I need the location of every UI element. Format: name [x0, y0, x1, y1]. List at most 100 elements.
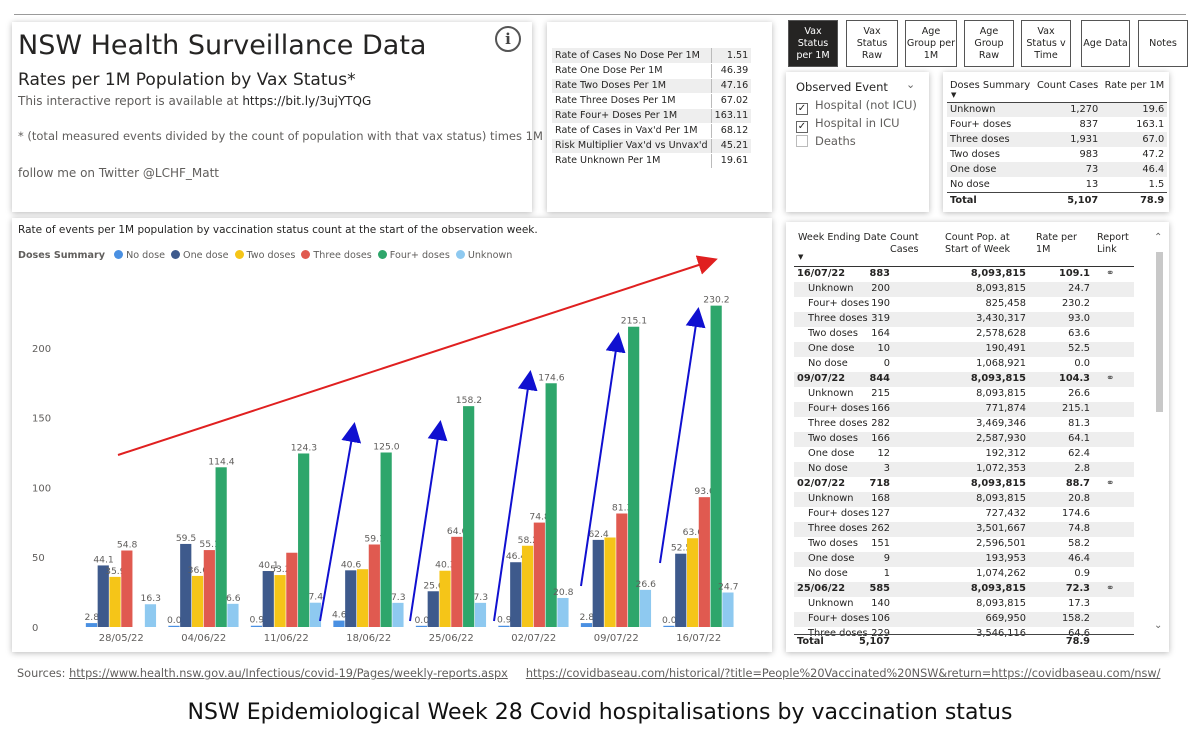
x-tick-label: 02/07/22	[511, 633, 556, 644]
week-rate: 109.1	[1059, 268, 1090, 279]
rate-label: Rate Three Doses Per 1M	[552, 93, 712, 109]
week-label: Three doses	[808, 628, 868, 639]
bar	[710, 305, 722, 627]
dose-rate: 47.2	[1142, 149, 1165, 160]
col-count-cases[interactable]: Count Cases	[1036, 80, 1099, 91]
col-count-cases[interactable]: Count Cases	[890, 232, 919, 255]
rates-summary-table: Rate of Cases No Dose Per 1M 1.51 Rate One…	[552, 48, 752, 169]
rates-row: Rate Unknown Per 1M 19.61	[552, 153, 752, 169]
tab-notes[interactable]: Notes	[1138, 20, 1188, 67]
col-week-ending[interactable]: Week Ending Date	[798, 232, 887, 243]
dose-rate: 1.5	[1148, 178, 1165, 190]
bar	[85, 623, 98, 627]
tab-vax-status-per-1m[interactable]: Vax Status per 1M	[788, 20, 838, 67]
report-availability: This interactive report is available at …	[18, 94, 371, 108]
report-text: This interactive report is available at	[18, 94, 243, 108]
bar	[250, 625, 263, 627]
checkbox[interactable]: ✓	[796, 103, 808, 115]
tab-age-data[interactable]: Age Data	[1081, 20, 1130, 67]
legend-item[interactable]: One dose	[171, 250, 229, 261]
y-tick-label: 100	[32, 483, 51, 494]
table-row: Three doses 262 3,501,667 74.8	[794, 522, 1134, 537]
link-icon[interactable]: ⚭	[1106, 373, 1115, 384]
week-label: Three doses	[808, 523, 868, 534]
dose-label: Two doses	[950, 149, 1000, 160]
rates-row: Rate Two Doses Per 1M 47.16	[552, 78, 752, 94]
table-row: Unknown 200 8,093,815 24.7	[794, 282, 1134, 297]
data-label: 24.7	[718, 582, 739, 593]
week-pop: 8,093,815	[970, 373, 1026, 384]
week-pop: 3,430,317	[976, 313, 1026, 324]
data-label: 0.9	[497, 615, 512, 626]
rates-row: Rate of Cases No Dose Per 1M 1.51	[552, 48, 752, 64]
data-label: 53.2	[270, 564, 290, 575]
event-option-deaths[interactable]: Deaths	[796, 134, 856, 148]
dose-cases: 983	[1079, 149, 1099, 160]
week-cases: 718	[869, 478, 890, 489]
bar	[675, 553, 687, 627]
link-icon[interactable]: ⚭	[1106, 268, 1115, 279]
bar	[722, 592, 734, 627]
week-label: Unknown	[808, 388, 854, 399]
week-label: 02/07/22	[797, 478, 846, 489]
tab-age-group-raw[interactable]: Age Group Raw	[964, 20, 1014, 67]
dose-total-label: Total	[947, 191, 1034, 208]
scroll-down-icon[interactable]: ⌄	[1154, 620, 1163, 631]
source-link-covidbaseau[interactable]: https://covidbaseau.com/historical/?titl…	[525, 667, 1161, 680]
data-label: 2.8	[84, 612, 99, 623]
week-pop: 8,093,815	[970, 583, 1026, 594]
rates-row: Rate Three Doses Per 1M 67.02	[552, 93, 752, 109]
trend-arrow-blue	[409, 420, 448, 622]
rates-row: Risk Multiplier Vax'd vs Unvax'd 45.21	[552, 138, 752, 154]
legend-item[interactable]: Three doses	[301, 250, 372, 261]
report-link[interactable]: https://bit.ly/3ujYTQG	[242, 94, 372, 108]
checkbox[interactable]	[796, 135, 808, 147]
event-option-hospital-not-icu-[interactable]: ✓ Hospital (not ICU)	[796, 98, 917, 115]
table-row: Unknown 1,270 19.6	[947, 102, 1168, 117]
x-tick-label: 16/07/22	[676, 633, 721, 644]
sort-arrow-icon: ▼	[798, 253, 804, 261]
col-rate[interactable]: Rate per 1M	[1104, 80, 1165, 91]
week-pop: 8,093,815	[970, 268, 1026, 279]
info-icon[interactable]: i	[495, 26, 521, 52]
legend-swatch	[114, 250, 124, 259]
week-label: No dose	[808, 358, 848, 369]
col-report-link[interactable]: Report Link	[1097, 232, 1129, 255]
col-doses-summary[interactable]: Doses Summary	[950, 80, 1031, 91]
week-label: One dose	[808, 448, 855, 459]
legend-label: Unknown	[467, 250, 513, 261]
weekly-total-row: Total 5,107 78.9	[794, 634, 1134, 650]
bar	[309, 602, 322, 627]
legend-item[interactable]: Four+ doses	[377, 250, 450, 261]
checkbox[interactable]: ✓	[796, 121, 808, 133]
week-cases: 215	[871, 388, 890, 399]
bar	[427, 591, 439, 627]
week-rate: 58.2	[1068, 538, 1090, 549]
tab-vax-status-raw[interactable]: Vax Status Raw	[846, 20, 898, 67]
bar	[498, 625, 510, 627]
bar	[557, 597, 569, 627]
scroll-up-icon[interactable]: ⌃	[1154, 232, 1163, 243]
legend-item[interactable]: No dose	[114, 250, 165, 261]
event-option-hospital-in-icu[interactable]: ✓ Hospital in ICU	[796, 116, 900, 133]
week-rate: 81.3	[1068, 418, 1090, 429]
trend-arrow-blue	[493, 370, 538, 622]
scrollbar-thumb[interactable]	[1156, 252, 1163, 412]
sources-label: Sources:	[17, 667, 70, 680]
tab-age-group-per-1m[interactable]: Age Group per 1M	[905, 20, 957, 67]
tab-vax-status-v-time[interactable]: Vax Status v Time	[1021, 20, 1071, 67]
legend-item[interactable]: Two doses	[234, 250, 295, 261]
legend-item[interactable]: Unknown	[455, 250, 513, 261]
source-link-nsw-health[interactable]: https://www.health.nsw.gov.au/Infectious…	[69, 667, 508, 680]
chevron-down-icon[interactable]: ⌄	[906, 78, 916, 91]
link-icon[interactable]: ⚭	[1106, 478, 1115, 489]
y-tick-label: 200	[32, 344, 51, 355]
header-divider	[794, 266, 1134, 267]
link-icon[interactable]: ⚭	[1106, 583, 1115, 594]
col-count-pop[interactable]: Count Pop. at Start of Week	[945, 232, 1011, 255]
col-rate-per-1m[interactable]: Rate per 1M	[1036, 232, 1077, 255]
table-row: One dose 12 192,312 62.4	[794, 447, 1134, 462]
week-pop: 8,093,815	[976, 598, 1026, 609]
data-label: 7.3	[473, 592, 488, 603]
data-label: 54.8	[117, 539, 138, 550]
